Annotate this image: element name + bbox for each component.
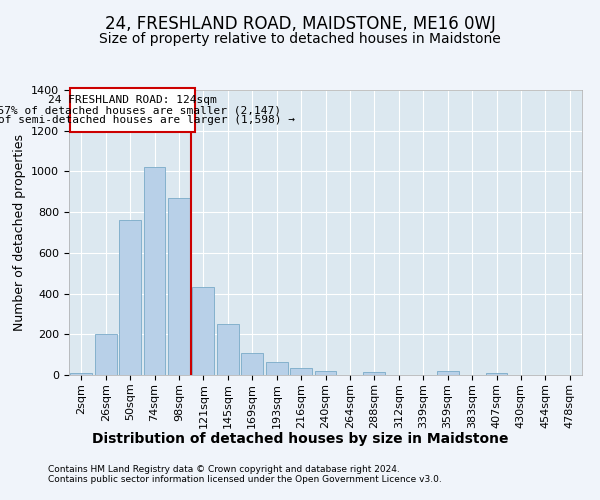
Bar (95, 334, 116, 375)
Text: Contains HM Land Registry data © Crown copyright and database right 2024.: Contains HM Land Registry data © Crown c… (48, 465, 400, 474)
Text: 24, FRESHLAND ROAD, MAIDSTONE, ME16 0WJ: 24, FRESHLAND ROAD, MAIDSTONE, ME16 0WJ (104, 15, 496, 33)
Bar (70, 373, 92, 375)
Bar (168, 198, 190, 375)
Bar (290, 368, 312, 375)
Text: Distribution of detached houses by size in Maidstone: Distribution of detached houses by size … (92, 432, 508, 446)
Bar (119, 220, 141, 375)
Bar (193, 288, 214, 375)
Bar (217, 324, 239, 375)
Bar (437, 371, 458, 375)
Bar (314, 371, 337, 375)
Bar (241, 352, 263, 375)
Text: 24 FRESHLAND ROAD: 124sqm: 24 FRESHLAND ROAD: 124sqm (48, 95, 217, 105)
Y-axis label: Number of detached properties: Number of detached properties (13, 134, 26, 331)
Text: ← 57% of detached houses are smaller (2,147): ← 57% of detached houses are smaller (2,… (0, 106, 281, 116)
Bar (143, 168, 166, 375)
Bar (266, 362, 287, 375)
Text: 43% of semi-detached houses are larger (1,598) →: 43% of semi-detached houses are larger (… (0, 116, 295, 126)
Text: Contains public sector information licensed under the Open Government Licence v3: Contains public sector information licen… (48, 475, 442, 484)
FancyBboxPatch shape (70, 88, 195, 132)
Bar (364, 372, 385, 375)
Bar (485, 373, 508, 375)
Text: Size of property relative to detached houses in Maidstone: Size of property relative to detached ho… (99, 32, 501, 46)
